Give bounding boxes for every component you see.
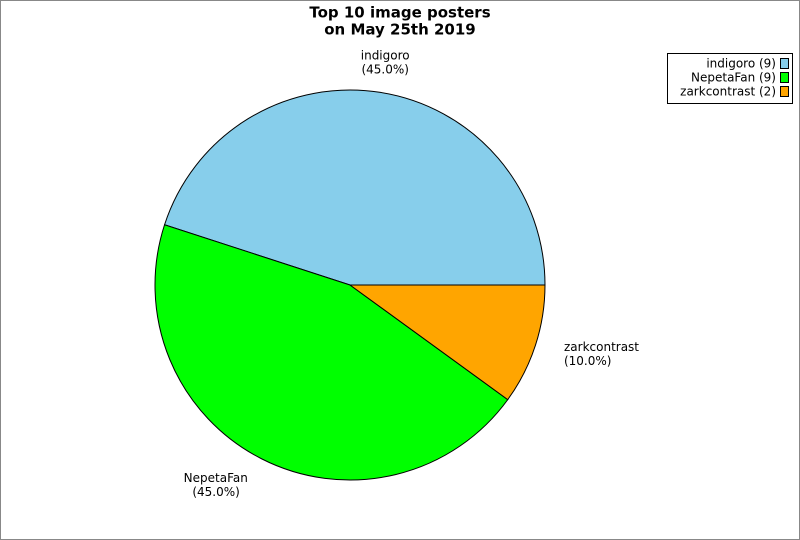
slice-label: indigoro (361, 48, 410, 62)
pie-slice (348, 284, 546, 401)
slice-value-label: (45.0%) (192, 485, 239, 499)
slice-label: zarkcontrast (564, 340, 639, 354)
legend-label: indigoro (9) (706, 57, 776, 71)
chart-title: Top 10 image posters (309, 4, 490, 22)
slice-value-label: (45.0%) (361, 62, 408, 76)
pie-slice (163, 89, 546, 286)
chart-title: on May 25th 2019 (324, 21, 476, 39)
legend-swatch (780, 58, 789, 69)
legend-label: NepetaFan (9) (691, 71, 776, 85)
pie-slice (154, 224, 509, 481)
slice-label: NepetaFan (184, 471, 248, 485)
legend-swatch (780, 72, 789, 83)
legend-label: zarkcontrast (2) (680, 85, 776, 99)
slice-value-label: (10.0%) (564, 354, 611, 368)
legend-swatch (780, 86, 789, 97)
legend-box (667, 53, 793, 104)
